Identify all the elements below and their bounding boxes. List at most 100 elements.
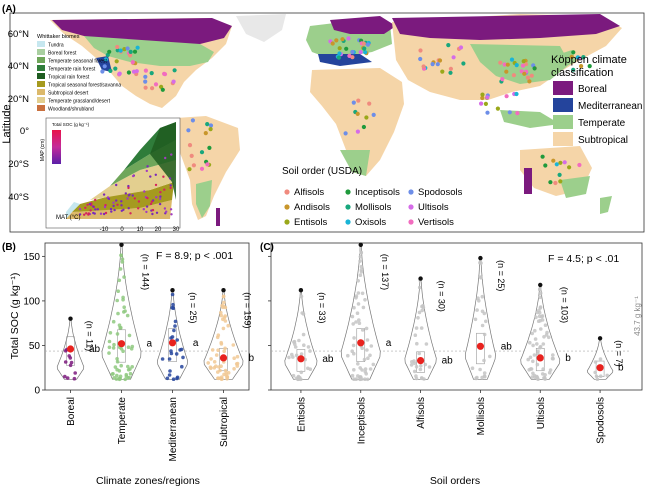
- map-sample-point: [371, 112, 376, 117]
- lat-label-20s: 20°S: [8, 159, 29, 170]
- point-entisols: [302, 343, 306, 348]
- map-sample-point: [361, 41, 366, 46]
- point-entisols: [299, 352, 304, 356]
- soil-label-ultisols: Ultisols: [418, 202, 449, 213]
- whittaker-swatch-1: [37, 49, 45, 55]
- koppen-legend-title-line2: classification: [551, 67, 613, 79]
- point-mollisols: [482, 374, 487, 378]
- point-entisols: [308, 349, 312, 353]
- inset-sample-point: [146, 196, 149, 200]
- point-inceptisols: [363, 298, 367, 302]
- inset-sample-point: [112, 201, 115, 204]
- map-sample-point: [363, 50, 368, 55]
- map-sample-point: [343, 131, 348, 136]
- map-sample-point: [330, 41, 335, 46]
- point-alfisols: [415, 341, 419, 346]
- point-subtropical: [235, 354, 240, 359]
- point-mediterranean: [168, 369, 172, 373]
- point-subtropical: [209, 357, 213, 361]
- point-temperate: [128, 371, 133, 376]
- point-alfisols: [419, 364, 423, 368]
- inset-sample-point: [83, 213, 86, 216]
- point-temperate: [107, 351, 111, 355]
- point-inceptisols: [362, 357, 367, 362]
- point-temperate: [121, 297, 125, 302]
- violin-temperate: [101, 244, 142, 380]
- inset-sample-point: [109, 207, 113, 211]
- point-inceptisols: [365, 377, 370, 382]
- panel-c-plot-area: ab (n = 33) Entisols a (n = 137) Inceptisols a…: [268, 242, 630, 444]
- mean-dot-spodosols: [596, 364, 604, 372]
- point-alfisols: [420, 308, 425, 313]
- map-sample-point: [162, 72, 168, 77]
- point-temperate: [130, 344, 135, 349]
- inset-sample-point: [133, 197, 136, 200]
- point-spodosols: [598, 357, 603, 361]
- y-tick-label-150: 150: [23, 252, 40, 263]
- inset-x-axis-label: MAT (°C): [56, 215, 81, 221]
- inset-sample-point: [137, 200, 141, 203]
- inset-biome-savanna: [72, 182, 174, 212]
- point-subtropical: [212, 360, 217, 364]
- point-temperate: [118, 267, 123, 271]
- point-ultisols: [538, 287, 542, 291]
- point-subtropical: [235, 364, 240, 368]
- point-mediterranean: [175, 375, 180, 380]
- box-temperate: [117, 329, 126, 363]
- soil-dot-entisols: [284, 219, 290, 225]
- point-entisols: [293, 342, 297, 347]
- map-sample-point: [113, 66, 118, 71]
- map-sample-point: [125, 46, 130, 51]
- point-subtropical: [231, 343, 236, 347]
- inset-sample-point: [84, 206, 87, 209]
- point-temperate: [115, 359, 120, 364]
- point-alfisols: [420, 376, 424, 381]
- map-sample-point: [336, 55, 341, 60]
- map-sample-point: [553, 180, 558, 186]
- point-temperate: [120, 257, 125, 262]
- point-mediterranean: [180, 364, 184, 369]
- soil-dot-ultisols: [408, 204, 414, 210]
- point-inceptisols: [363, 367, 368, 371]
- point-inceptisols: [358, 273, 363, 278]
- letter-boreal: ab: [89, 344, 101, 355]
- inset-sample-point: [120, 204, 123, 207]
- point-temperate: [110, 372, 115, 376]
- point-subtropical: [210, 348, 215, 352]
- point-subtropical: [223, 319, 228, 323]
- whittaker-label-8: Woodland/shrubland: [48, 107, 94, 113]
- point-mollisols: [482, 332, 487, 337]
- map-sample-point: [128, 49, 133, 55]
- point-alfisols: [421, 303, 425, 308]
- point-inceptisols: [357, 318, 361, 322]
- map-sample-point: [522, 71, 527, 76]
- point-subtropical: [226, 323, 230, 328]
- point-ultisols: [543, 373, 547, 377]
- map-sample-point: [337, 51, 342, 56]
- mean-dot-mediterranean: [168, 339, 177, 347]
- map-sample-point: [160, 87, 165, 92]
- n-label-mollisols: (n = 25): [496, 260, 506, 291]
- inset-sample-point: [110, 210, 113, 213]
- map-sample-point: [551, 158, 556, 163]
- koppen-legend: Köppen climate classification Boreal Med…: [551, 54, 642, 146]
- inset-sample-point: [149, 202, 153, 206]
- inset-sample-point: [115, 199, 118, 202]
- map-sample-point: [191, 163, 196, 168]
- latitude-axis: 60°N 40°N 20°N 0° 20°S 40°S Latitude: [1, 29, 29, 203]
- point-subtropical: [225, 375, 229, 379]
- map-sample-point: [571, 50, 576, 55]
- point-subtropical: [217, 365, 221, 369]
- point-boreal: [68, 363, 73, 368]
- lat-label-60n: 60°N: [8, 29, 29, 40]
- point-alfisols: [417, 351, 422, 356]
- point-ultisols: [528, 355, 533, 360]
- map-sample-point: [150, 86, 155, 91]
- point-entisols: [291, 373, 296, 378]
- map-sample-point: [367, 101, 372, 106]
- map-sample-point: [548, 180, 553, 185]
- map-sample-point: [500, 77, 505, 82]
- map-sample-point: [437, 58, 443, 63]
- point-temperate: [126, 368, 131, 372]
